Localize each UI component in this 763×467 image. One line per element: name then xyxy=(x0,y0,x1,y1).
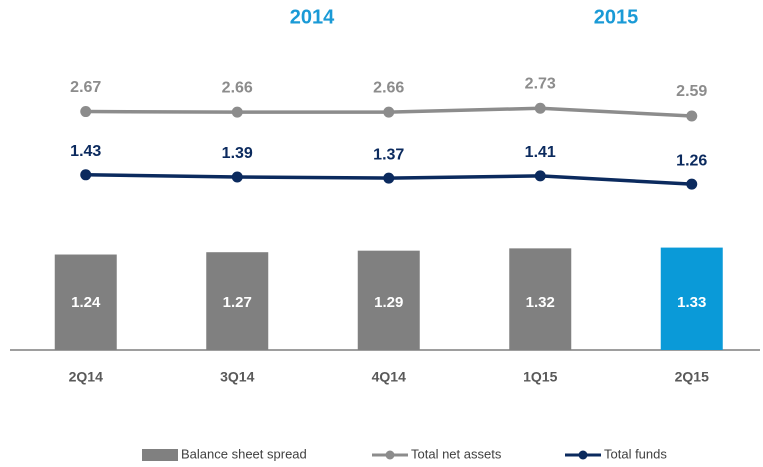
bar xyxy=(54,254,117,350)
bar-value-label: 1.33 xyxy=(677,294,706,311)
bar-value-label: 1.32 xyxy=(526,294,555,311)
line-value-label: 1.43 xyxy=(70,143,101,160)
line-marker xyxy=(534,170,546,182)
line-value-label: 2.66 xyxy=(373,79,404,96)
x-tick-label: 4Q14 xyxy=(372,369,406,385)
x-tick-label: 3Q14 xyxy=(220,369,254,385)
x-tick-label: 2Q15 xyxy=(675,369,709,385)
legend-swatch xyxy=(578,450,588,460)
line-value-label: 1.26 xyxy=(676,152,707,169)
line-marker xyxy=(686,110,698,122)
legend-label: Total net assets xyxy=(411,446,502,461)
line-value-label: 1.41 xyxy=(525,144,556,161)
legend-swatch xyxy=(142,449,178,461)
line-value-label: 2.59 xyxy=(676,83,707,100)
line-value-label: 1.37 xyxy=(373,146,404,163)
line-marker xyxy=(231,106,243,118)
line-marker xyxy=(383,172,395,184)
legend-label: Total funds xyxy=(604,446,667,461)
line-value-label: 2.66 xyxy=(222,79,253,96)
year-label: 2015 xyxy=(594,6,639,28)
line-marker xyxy=(686,178,698,190)
line-marker xyxy=(80,106,92,118)
line-value-label: 2.73 xyxy=(525,75,556,92)
bar-value-label: 1.29 xyxy=(374,294,403,311)
bar xyxy=(206,252,269,350)
bar xyxy=(509,248,572,350)
line-marker xyxy=(80,169,92,181)
line-marker xyxy=(383,106,395,118)
x-tick-label: 2Q14 xyxy=(69,369,103,385)
bar xyxy=(357,250,420,350)
legend-label: Balance sheet spread xyxy=(181,446,307,461)
bar-value-label: 1.24 xyxy=(71,294,101,311)
legend-swatch xyxy=(385,450,395,460)
line-marker xyxy=(534,102,546,114)
year-label: 2014 xyxy=(290,6,335,28)
line-value-label: 1.39 xyxy=(222,145,253,162)
x-tick-label: 1Q15 xyxy=(523,369,557,385)
line-value-label: 2.67 xyxy=(70,79,101,96)
line-marker xyxy=(231,171,243,183)
bar-value-label: 1.27 xyxy=(223,294,252,311)
bar xyxy=(660,247,723,350)
